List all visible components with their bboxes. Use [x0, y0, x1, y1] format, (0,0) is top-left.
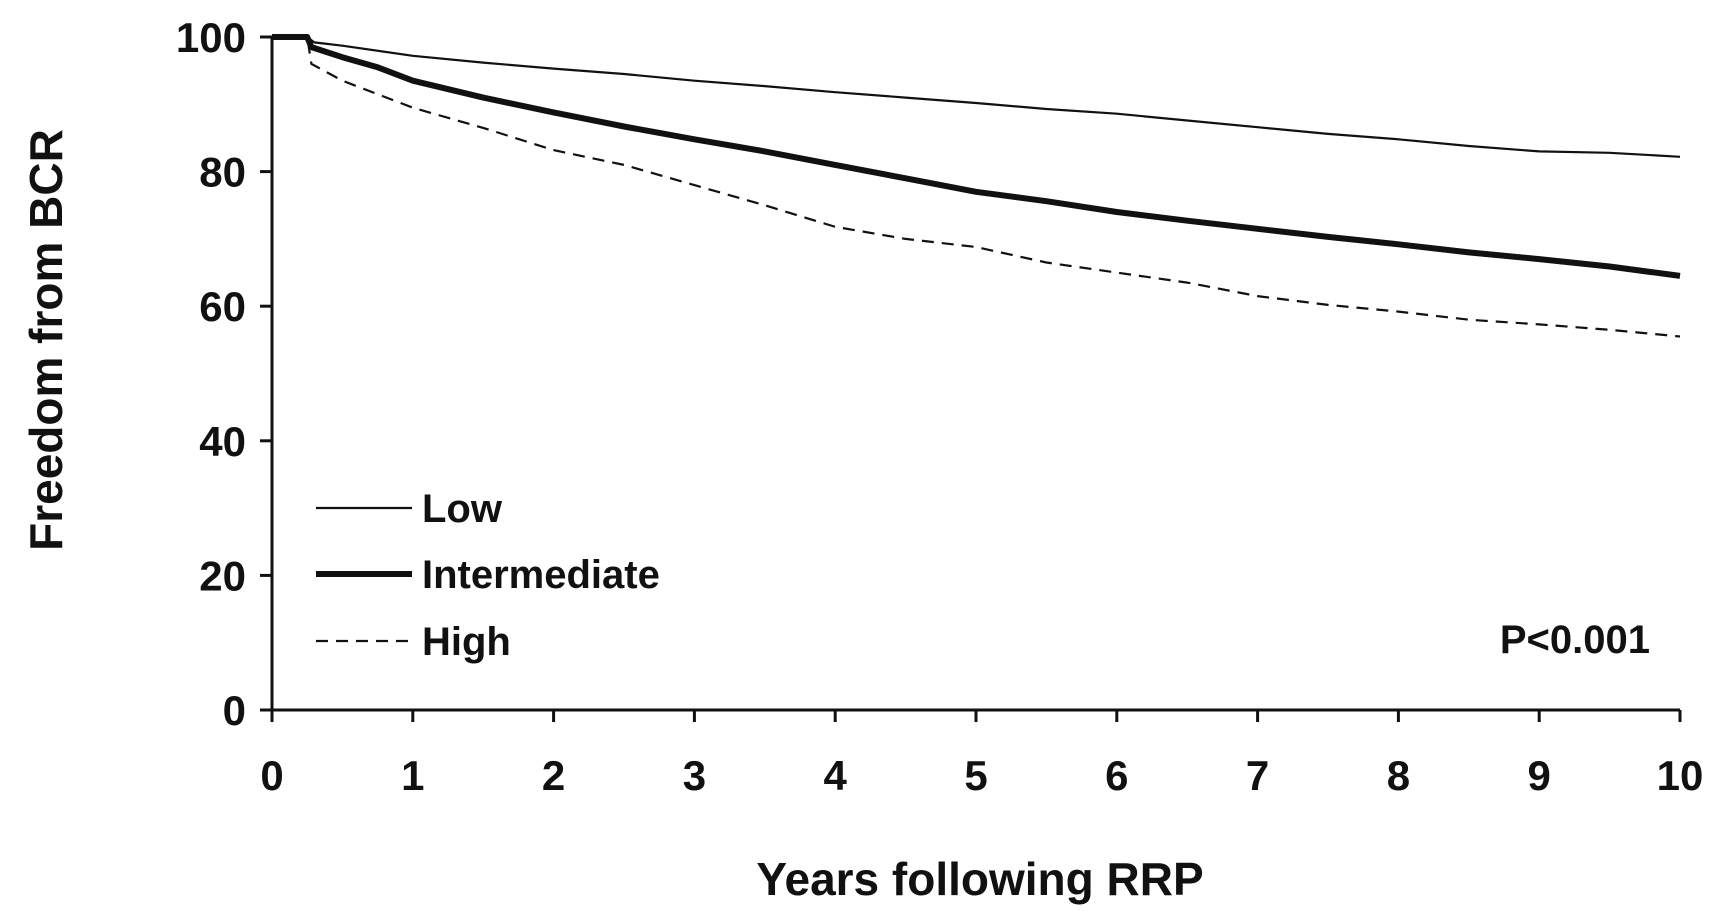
- y-axis: 0 20 40 60 80 100: [176, 14, 274, 734]
- x-axis: 0 1 2 3 4 5 6 7 8 9 10: [260, 708, 1704, 799]
- legend-label-intermediate: Intermediate: [422, 553, 660, 597]
- series-lines: [272, 34, 1681, 338]
- x-tick-label: 7: [1246, 752, 1269, 799]
- x-tick-label: 4: [824, 752, 848, 799]
- p-value-annotation: P<0.001: [1500, 618, 1650, 662]
- x-tick-label: 9: [1528, 752, 1551, 799]
- y-tick-label: 60: [199, 283, 246, 330]
- legend-label-high: High: [422, 620, 511, 664]
- x-tick-label: 8: [1387, 752, 1410, 799]
- x-tick-label: 3: [683, 752, 706, 799]
- x-tick-label: 0: [260, 752, 283, 799]
- y-tick-label: 40: [199, 418, 246, 465]
- legend-label-low: Low: [422, 487, 503, 531]
- series-line-intermediate: [272, 34, 1681, 279]
- series-line-low: [272, 35, 1681, 158]
- x-tick-label: 6: [1105, 752, 1128, 799]
- y-tick-label: 100: [176, 14, 246, 61]
- y-tick-label: 80: [199, 149, 246, 196]
- series-line-high: [272, 35, 1681, 338]
- x-tick-label: 10: [1657, 752, 1704, 799]
- y-axis-title: Freedom from BCR: [20, 129, 72, 551]
- x-tick-label: 2: [542, 752, 565, 799]
- x-tick-label: 1: [401, 752, 424, 799]
- legend: Low Intermediate High: [316, 487, 660, 664]
- x-axis-title: Years following RRP: [756, 853, 1203, 905]
- y-tick-label: 0: [223, 687, 246, 734]
- y-tick-label: 20: [199, 552, 246, 599]
- x-tick-label: 5: [964, 752, 987, 799]
